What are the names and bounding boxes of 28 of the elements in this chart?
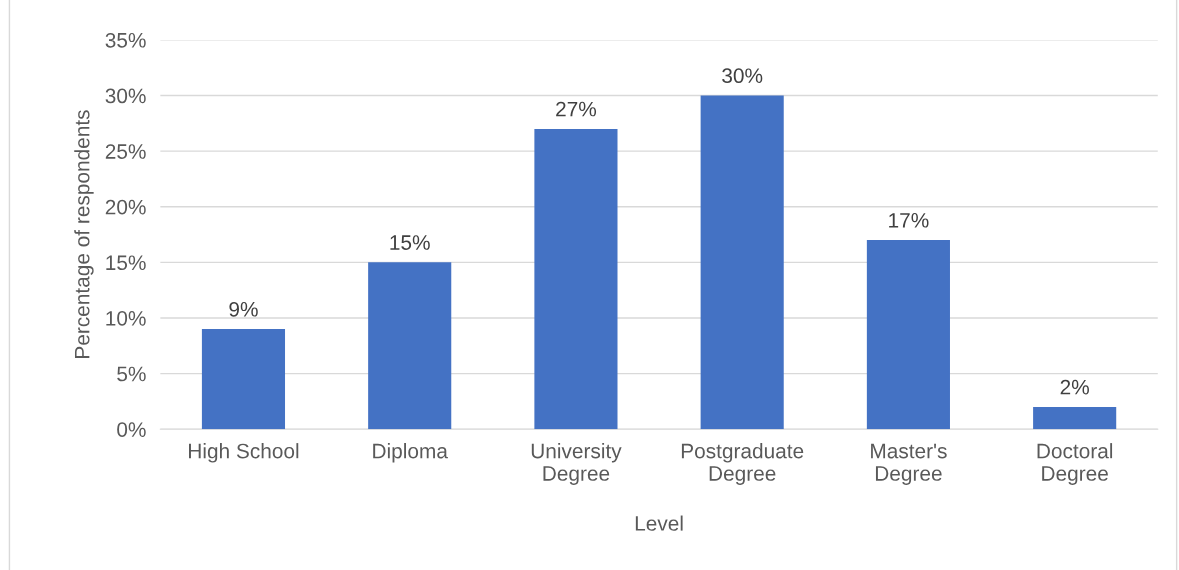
bar xyxy=(201,329,286,430)
x-tick-label: Diploma xyxy=(373,443,448,463)
data-label: 17% xyxy=(889,213,929,228)
x-tick-label: Postgraduate Degree xyxy=(681,443,804,485)
bar xyxy=(534,128,618,430)
x-tick-label: Master's Degree xyxy=(871,443,947,485)
bar xyxy=(368,262,452,430)
y-tick-label: 0% xyxy=(117,422,146,437)
y-tick-label: 35% xyxy=(105,32,146,48)
x-tick-label: Doctoral Degree xyxy=(1037,443,1113,485)
x-tick-label: High School xyxy=(189,443,299,463)
y-tick-label: 30% xyxy=(105,88,146,104)
x-tick-label: University Degree xyxy=(531,443,622,485)
y-tick-label: 5% xyxy=(117,366,146,382)
data-label: 15% xyxy=(390,235,430,250)
bar xyxy=(1033,406,1117,430)
y-tick-label: 25% xyxy=(105,144,146,159)
y-axis-title: Percentage of respondents xyxy=(74,110,94,358)
bar xyxy=(700,95,784,430)
x-axis-title: Level xyxy=(635,515,683,531)
bar xyxy=(866,240,950,430)
y-tick-label: 10% xyxy=(106,310,146,326)
data-label: 27% xyxy=(556,101,597,117)
y-tick-label: 15% xyxy=(106,255,146,271)
data-label: 30% xyxy=(722,68,763,84)
data-label: 2% xyxy=(1060,379,1089,395)
data-label: 9% xyxy=(229,301,258,317)
y-tick-label: 20% xyxy=(105,199,146,215)
